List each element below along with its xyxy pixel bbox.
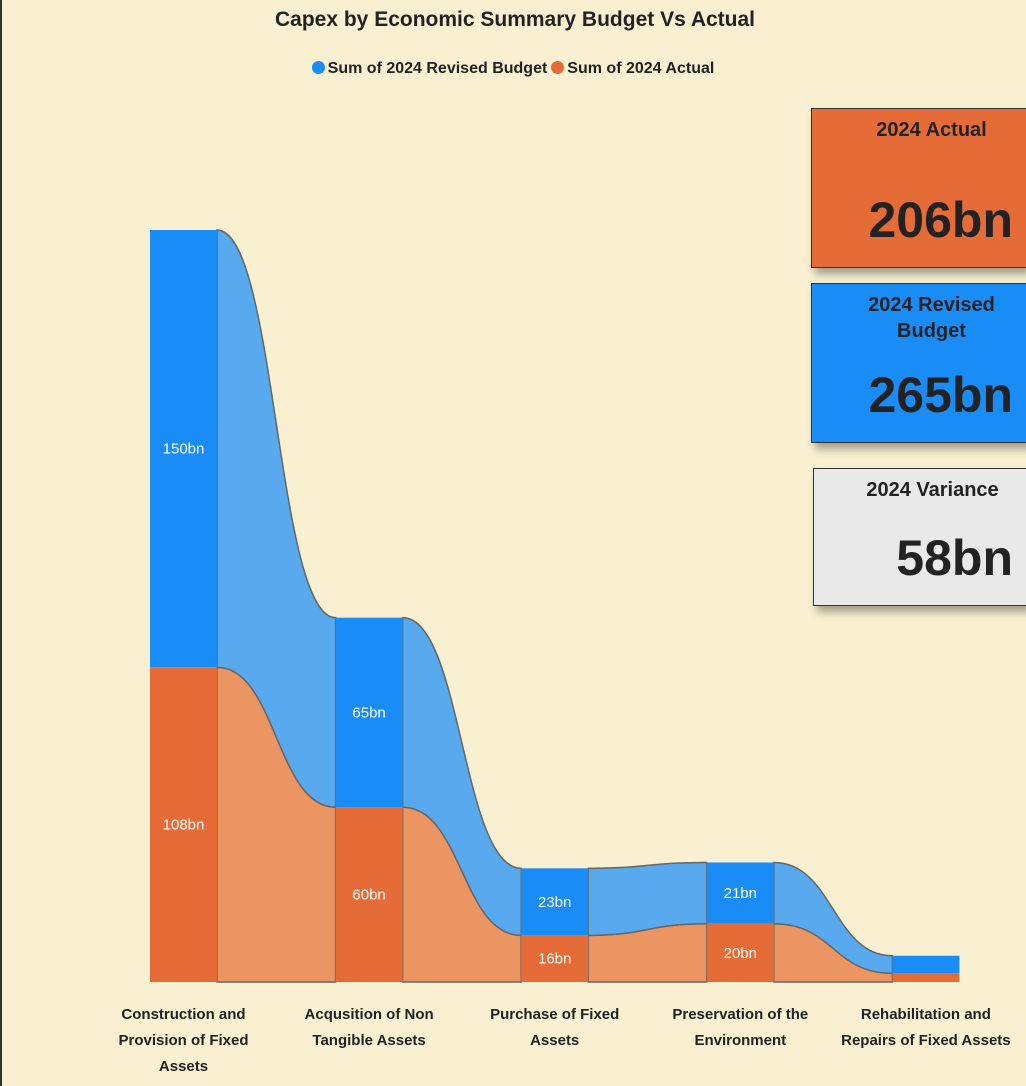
- ribbon: [216, 229, 337, 808]
- card-value: 206bn: [868, 192, 1013, 248]
- ribbon: [401, 616, 522, 937]
- bar: [335, 807, 403, 982]
- bar: [892, 973, 960, 982]
- ribbon: [773, 861, 894, 975]
- data-label: 150bn: [163, 441, 205, 458]
- legend-label: Sum of 2024 Revised Budget: [327, 60, 548, 77]
- data-label: 108bn: [163, 817, 205, 834]
- bar: [521, 868, 589, 936]
- data-label: 20bn: [724, 945, 757, 962]
- kpi-card: 2024 Revised Budget 265bn: [811, 283, 1026, 443]
- data-label: 65bn: [352, 704, 385, 721]
- data-label: 16bn: [538, 951, 571, 968]
- data-label: 60bn: [352, 887, 385, 904]
- legend: Sum of 2024 Revised Budget Sum of 2024 Ac…: [2, 60, 1026, 78]
- card-value: 58bn: [896, 530, 1013, 586]
- bar: [335, 617, 403, 808]
- legend-marker: [551, 61, 565, 74]
- bar: [892, 955, 960, 974]
- data-label: 21bn: [724, 885, 757, 902]
- kpi-card: 2024 Actual 206bn: [811, 108, 1026, 268]
- ribbon: [587, 861, 708, 937]
- kpi-card: 2024 Variance 58bn: [813, 468, 1026, 606]
- card-title: 2024 Revised Budget: [868, 294, 995, 342]
- data-label: 23bn: [538, 894, 571, 911]
- x-tick-label: Purchase of Fixed Assets: [490, 1006, 620, 1049]
- legend-marker: [311, 61, 325, 74]
- chart-title: Capex by Economic Summary Budget Vs Actu…: [274, 8, 756, 31]
- x-tick-label: Rehabilitation and Repairs of Fixed Asse…: [841, 1006, 1011, 1049]
- x-tick-label: Preservation of the Environment: [672, 1006, 809, 1049]
- card-title: 2024 Variance: [866, 479, 999, 501]
- legend-label: Sum of 2024 Actual: [567, 60, 715, 77]
- x-tick-label: Construction and Provision of Fixed Asse…: [118, 1006, 249, 1075]
- bar: [706, 923, 774, 982]
- x-tick-label: Acqusition of Non Tangible Assets: [304, 1006, 434, 1049]
- bar: [150, 230, 217, 668]
- card-title: 2024 Actual: [876, 119, 987, 141]
- bar: [150, 667, 217, 982]
- ribbons: [216, 229, 894, 983]
- bar: [706, 862, 774, 924]
- card-value: 265bn: [868, 367, 1013, 423]
- bar: [521, 935, 589, 982]
